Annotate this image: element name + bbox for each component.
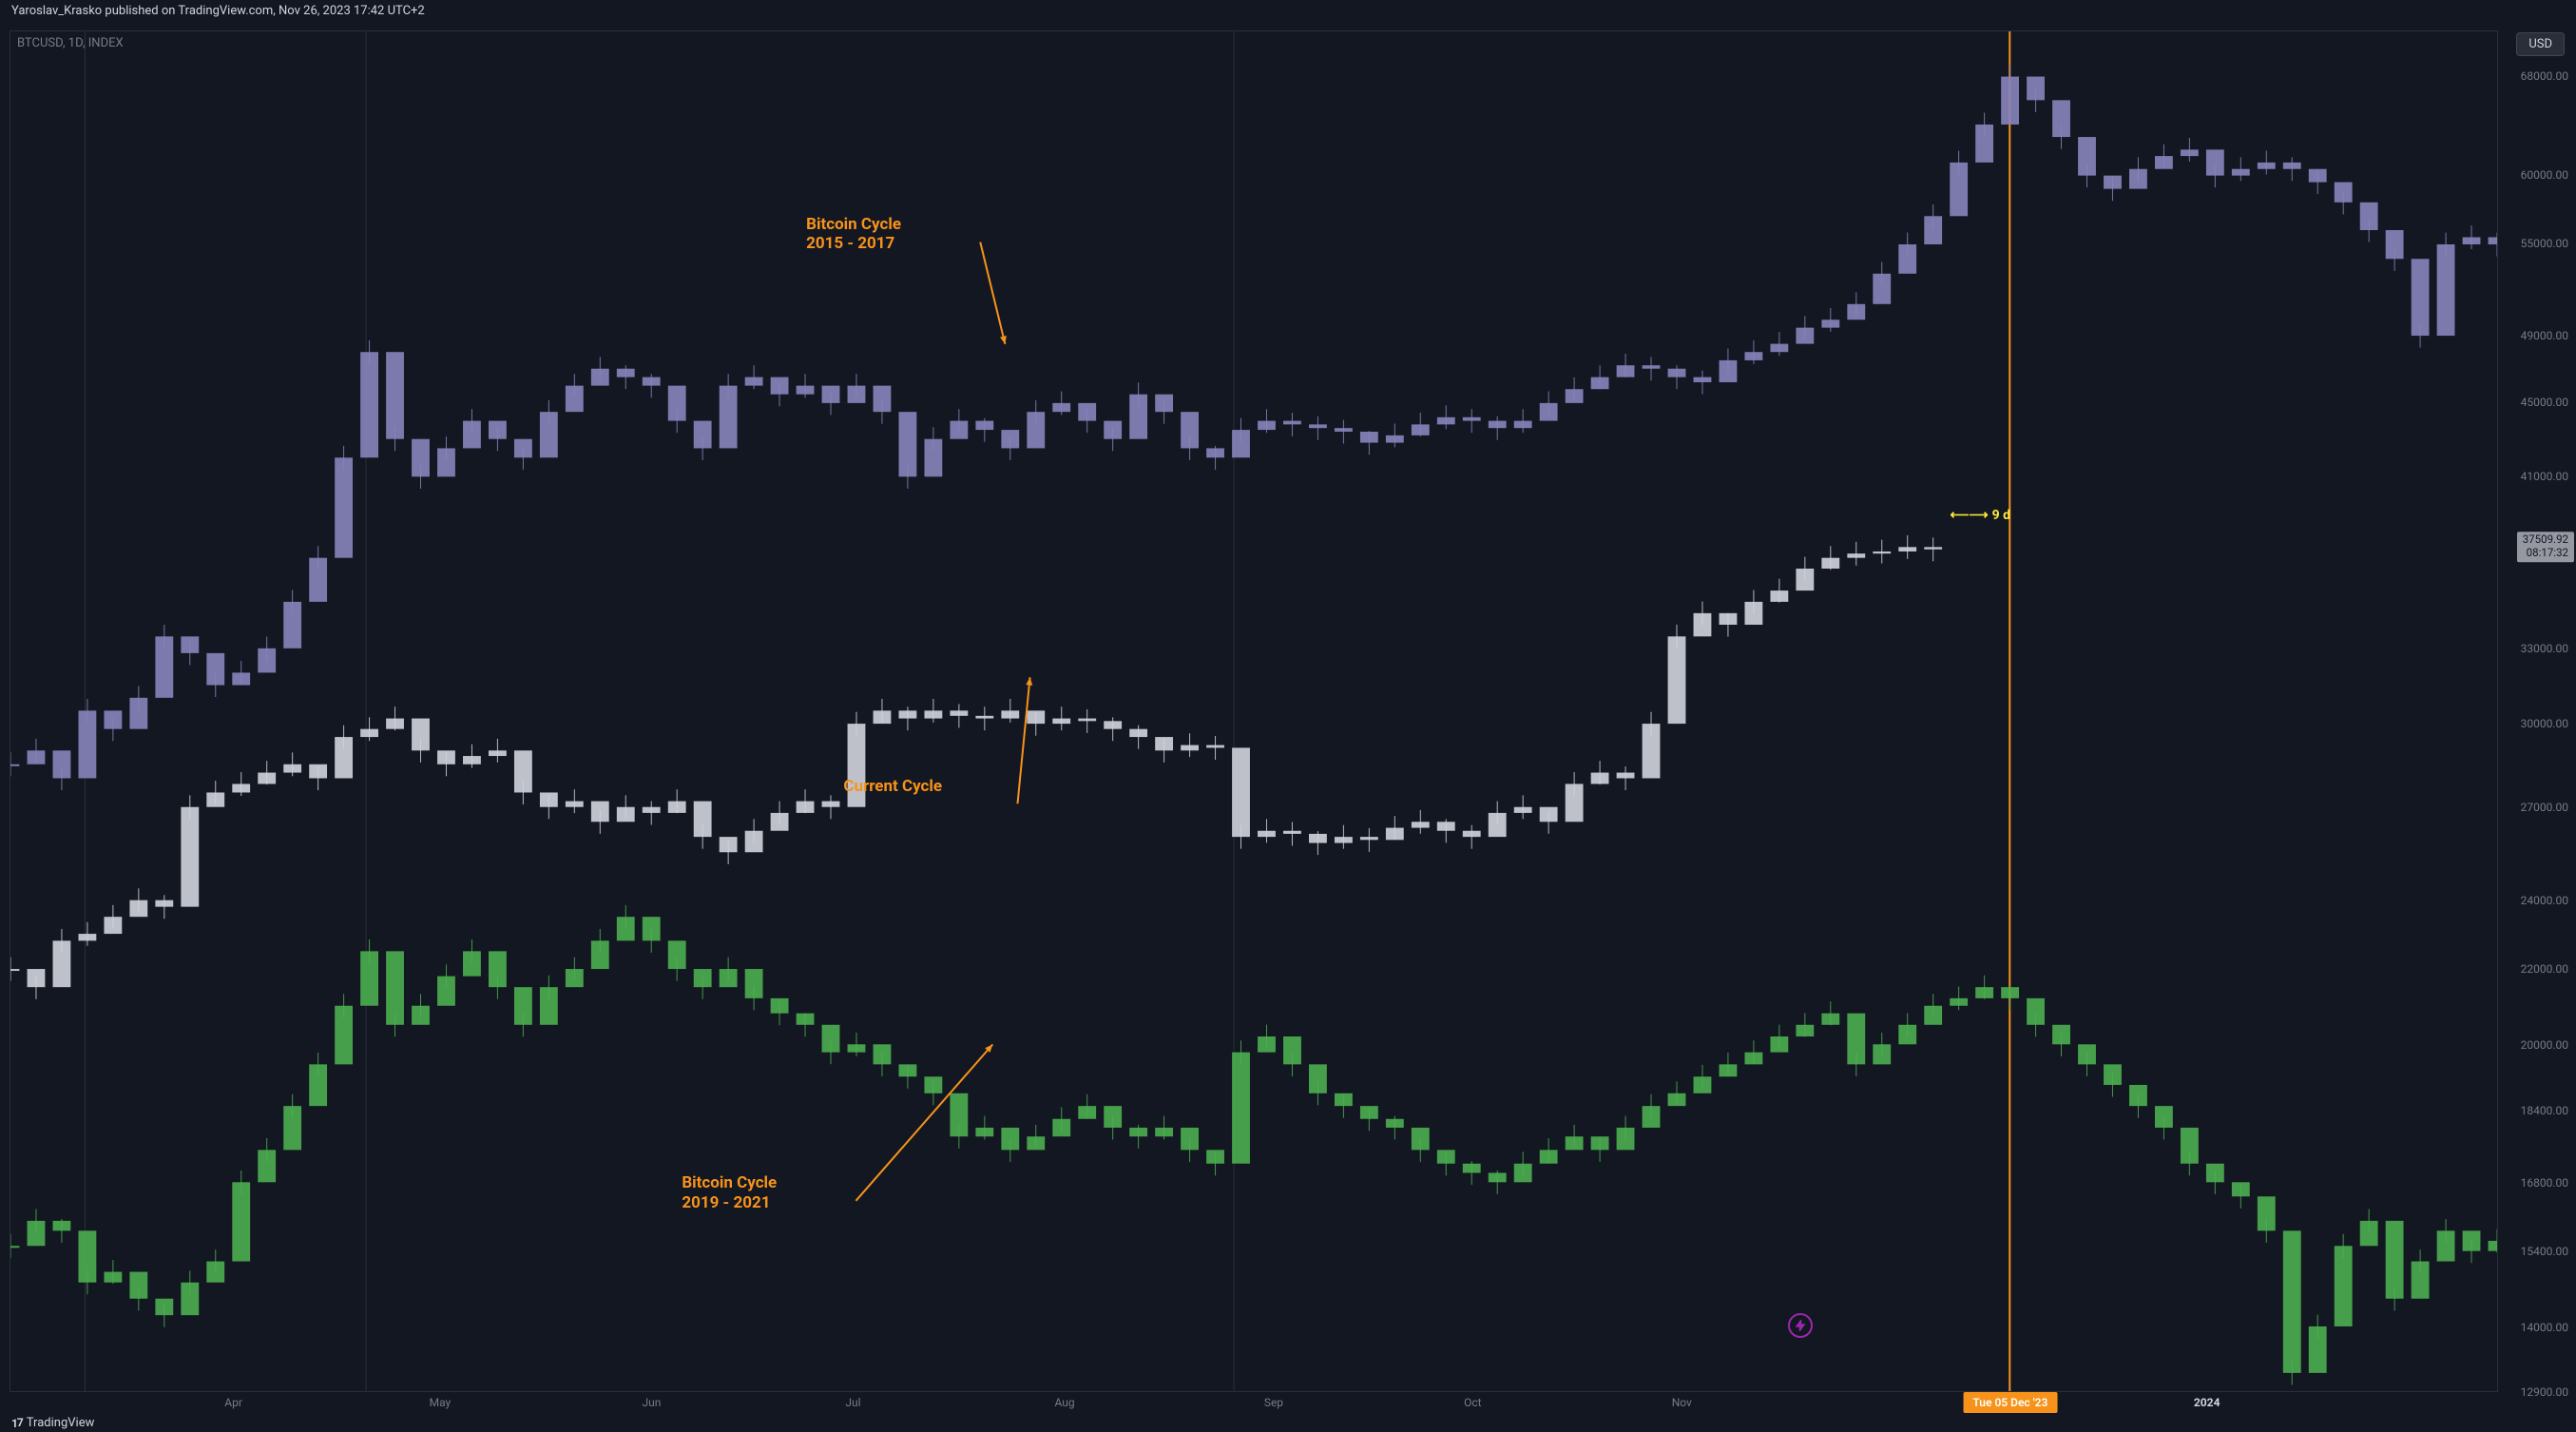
x-axis-tick: Jul (845, 1396, 860, 1409)
y-axis-tick: 22000.00 (2521, 962, 2568, 976)
y-axis-tick: 24000.00 (2521, 894, 2568, 907)
chart-container: Yaroslav_Krasko published on TradingView… (0, 0, 2576, 1432)
y-axis-tick: 41000.00 (2521, 470, 2568, 483)
days-countdown: ⟵⟶9 d (1950, 508, 2010, 523)
x-axis-tick: Nov (1672, 1396, 1692, 1409)
chart-annotation: Current Cycle (843, 777, 942, 796)
publish-info: Yaroslav_Krasko published on TradingView… (11, 4, 425, 18)
x-axis-tick: 2024 (2194, 1396, 2220, 1409)
chart-annotation: Bitcoin Cycle 2015 - 2017 (806, 215, 901, 254)
y-axis-tick: 30000.00 (2521, 717, 2568, 730)
x-axis-tick: Aug (1054, 1396, 1074, 1409)
y-axis-tick: 45000.00 (2521, 396, 2568, 409)
current-price-badge: 37509.9208:17:32 (2517, 532, 2574, 562)
y-axis-tick: 49000.00 (2521, 329, 2568, 342)
x-axis-tick: May (430, 1396, 452, 1409)
y-axis-tick: 12900.00 (2521, 1385, 2568, 1399)
footer-brand: 17 TradingView (11, 1416, 94, 1430)
date-marker-label: Tue 05 Dec '23 (1963, 1392, 2057, 1413)
y-axis-tick: 14000.00 (2521, 1321, 2568, 1334)
chart-plot-area[interactable]: Bitcoin Cycle 2015 - 2017 Current Cycle Bi… (10, 30, 2498, 1392)
y-axis-tick: 15400.00 (2521, 1245, 2568, 1258)
y-axis-tick: 60000.00 (2521, 168, 2568, 182)
y-axis-tick: 55000.00 (2521, 237, 2568, 250)
y-axis-tick: 16800.00 (2521, 1176, 2568, 1190)
y-axis[interactable]: 68000.00 60000.00 55000.00 49000.00 45000.00… (2500, 30, 2576, 1392)
tradingview-logo-icon: 17 (11, 1417, 23, 1430)
x-axis-tick: Oct (1464, 1396, 1481, 1409)
chart-annotation: Bitcoin Cycle 2019 - 2021 (682, 1173, 777, 1212)
x-axis[interactable]: Apr May Jun Jul Aug Sep Oct Nov 2024 Tue 05 Dec '… (10, 1394, 2498, 1415)
x-axis-tick: Jun (643, 1396, 662, 1409)
y-axis-tick: 68000.00 (2521, 69, 2568, 83)
y-axis-tick: 33000.00 (2521, 642, 2568, 655)
x-axis-tick: Sep (1264, 1396, 1283, 1409)
y-axis-tick: 18400.00 (2521, 1104, 2568, 1117)
x-axis-tick: Apr (224, 1396, 242, 1409)
y-axis-tick: 20000.00 (2521, 1038, 2568, 1052)
y-axis-tick: 27000.00 (2521, 801, 2568, 814)
